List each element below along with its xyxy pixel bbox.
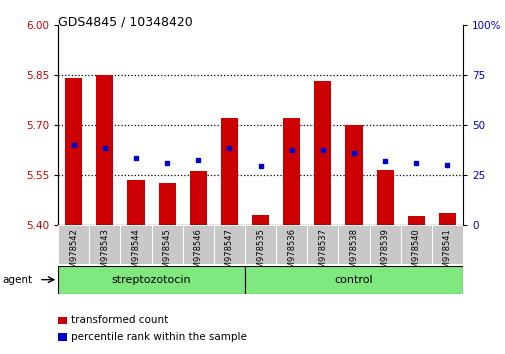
Bar — [214, 225, 244, 264]
Bar — [251, 215, 269, 225]
Bar — [127, 180, 144, 225]
Text: GSM978547: GSM978547 — [225, 228, 233, 279]
Text: GSM978545: GSM978545 — [162, 228, 171, 279]
Text: GSM978535: GSM978535 — [256, 228, 265, 279]
Bar — [152, 225, 182, 264]
Bar — [189, 171, 207, 225]
Text: percentile rank within the sample: percentile rank within the sample — [71, 332, 246, 342]
Bar — [376, 170, 393, 225]
Text: GSM978540: GSM978540 — [411, 228, 420, 279]
Text: agent: agent — [3, 275, 33, 285]
Bar — [96, 75, 113, 225]
Text: GSM978537: GSM978537 — [318, 228, 327, 279]
Bar — [58, 333, 67, 341]
Text: transformed count: transformed count — [71, 315, 168, 325]
Bar — [89, 225, 120, 264]
Text: GSM978536: GSM978536 — [287, 228, 295, 279]
Bar — [58, 317, 67, 324]
Text: GSM978542: GSM978542 — [69, 228, 78, 279]
Bar — [438, 213, 455, 225]
Text: GSM978539: GSM978539 — [380, 228, 389, 279]
Bar — [400, 225, 431, 264]
Text: GSM978544: GSM978544 — [131, 228, 140, 279]
Text: streptozotocin: streptozotocin — [112, 275, 191, 285]
Bar — [407, 216, 424, 225]
Text: GDS4845 / 10348420: GDS4845 / 10348420 — [58, 16, 192, 29]
Text: control: control — [334, 275, 373, 285]
Bar — [369, 225, 400, 264]
Bar — [65, 78, 82, 225]
Bar — [431, 225, 462, 264]
Bar — [307, 225, 338, 264]
Text: GSM978538: GSM978538 — [349, 228, 358, 279]
Bar — [244, 266, 462, 294]
Text: GSM978546: GSM978546 — [193, 228, 203, 279]
Bar — [345, 125, 362, 225]
Bar — [338, 225, 369, 264]
Text: GSM978541: GSM978541 — [442, 228, 451, 279]
Text: GSM978543: GSM978543 — [100, 228, 109, 279]
Bar — [58, 266, 244, 294]
Bar — [244, 225, 276, 264]
Bar — [276, 225, 307, 264]
Bar — [221, 118, 237, 225]
Bar — [314, 81, 331, 225]
Bar — [182, 225, 214, 264]
Bar — [283, 118, 299, 225]
Bar — [58, 225, 89, 264]
Bar — [120, 225, 152, 264]
Bar — [158, 183, 175, 225]
